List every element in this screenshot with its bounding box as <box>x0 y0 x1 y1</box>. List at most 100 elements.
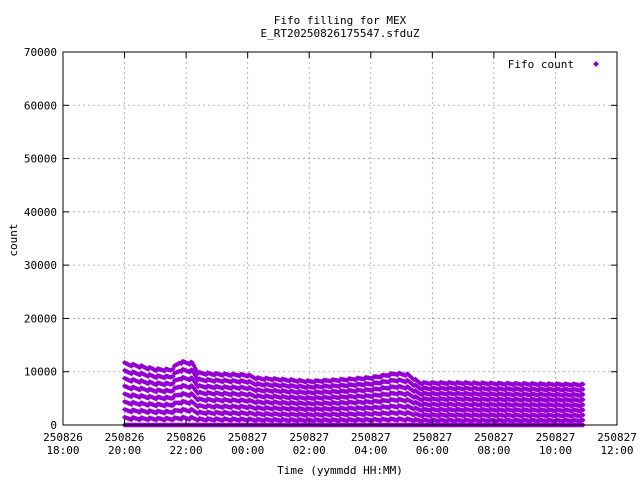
data-point <box>394 391 401 397</box>
x-tick-label-date: 250827 <box>351 431 391 444</box>
data-point <box>561 387 567 393</box>
data-point <box>193 389 200 395</box>
data-point <box>336 384 342 390</box>
data-point <box>178 384 184 391</box>
data-point <box>552 408 558 414</box>
data-point <box>328 395 334 401</box>
data-point <box>369 381 376 388</box>
data-point <box>128 416 135 423</box>
y-tick-label: 40000 <box>24 206 57 219</box>
data-point <box>353 412 359 418</box>
data-point <box>236 398 243 405</box>
data-point <box>353 400 359 406</box>
data-point <box>577 418 583 424</box>
data-point <box>577 413 583 419</box>
data-point <box>191 362 197 369</box>
y-tick-label: 60000 <box>24 99 57 112</box>
data-point <box>527 392 533 398</box>
data-point <box>187 408 193 415</box>
data-point <box>295 418 301 424</box>
data-point <box>378 380 384 386</box>
data-point <box>536 382 542 388</box>
data-point <box>128 394 135 400</box>
data-point <box>502 413 509 419</box>
data-point <box>295 395 301 402</box>
data-point <box>153 389 160 395</box>
data-point <box>414 377 420 384</box>
data-point <box>569 418 575 424</box>
data-point <box>336 395 342 401</box>
data-point <box>192 387 198 393</box>
x-tick-label-date: 250827 <box>228 431 268 444</box>
data-point <box>228 405 234 411</box>
y-axis-ticks: 0 10000 20000 30000 40000 50000 60000 70000 <box>24 46 617 432</box>
data-point <box>544 397 550 404</box>
data-point <box>511 382 517 388</box>
data-point <box>162 410 168 416</box>
data-point <box>303 390 309 396</box>
data-point <box>386 392 392 398</box>
data-point <box>137 372 143 378</box>
data-point <box>378 399 384 405</box>
data-point <box>552 387 558 393</box>
data-point <box>189 399 196 405</box>
data-point <box>192 365 198 371</box>
data-point <box>511 397 517 403</box>
data-point <box>536 392 542 398</box>
data-point <box>328 418 334 424</box>
data-point <box>552 403 558 409</box>
data-point <box>511 413 517 419</box>
data-point <box>580 381 586 387</box>
data-point <box>245 373 251 379</box>
data-point <box>320 418 326 424</box>
data-point <box>191 400 197 406</box>
data-point <box>527 413 533 419</box>
data-point <box>386 417 392 424</box>
y-tick-label: 10000 <box>24 366 57 379</box>
data-point <box>303 418 309 424</box>
data-point <box>353 388 359 395</box>
data-point <box>211 372 218 378</box>
data-point <box>328 407 334 413</box>
data-point <box>311 401 317 407</box>
data-point <box>361 382 367 388</box>
data-point <box>527 408 533 414</box>
data-point <box>580 417 586 423</box>
data-point <box>403 372 409 379</box>
x-axis-label: Time (yymmdd HH:MM) <box>277 464 403 477</box>
data-point <box>211 391 218 398</box>
data-point <box>544 387 550 393</box>
data-point <box>211 411 218 417</box>
data-point <box>419 391 425 398</box>
data-point <box>286 406 292 413</box>
data-point <box>502 381 509 388</box>
plot-frame <box>62 51 618 426</box>
data-point <box>286 401 292 407</box>
data-point <box>192 394 198 400</box>
legend-label: Fifo count <box>508 58 574 71</box>
data-point <box>369 394 376 400</box>
data-point <box>189 383 196 389</box>
data-point <box>170 395 176 401</box>
data-point <box>220 385 226 391</box>
data-point <box>128 363 135 369</box>
data-point <box>519 387 525 393</box>
data-point <box>211 385 218 391</box>
data-point <box>536 397 542 404</box>
data-point <box>569 413 575 419</box>
data-point <box>561 418 567 424</box>
data-point <box>353 418 359 424</box>
data-point <box>191 393 197 399</box>
data-point <box>153 382 160 388</box>
data-point <box>544 408 550 414</box>
data-point <box>344 395 351 401</box>
data-point <box>502 408 509 414</box>
data-point <box>191 370 197 376</box>
data-point <box>320 401 326 407</box>
data-point <box>511 387 517 393</box>
x-tick-label-time: 22:00 <box>170 444 203 457</box>
data-point <box>162 375 168 381</box>
data-point <box>502 402 509 409</box>
data-point <box>145 373 151 379</box>
y-tick-label: 20000 <box>24 312 57 325</box>
